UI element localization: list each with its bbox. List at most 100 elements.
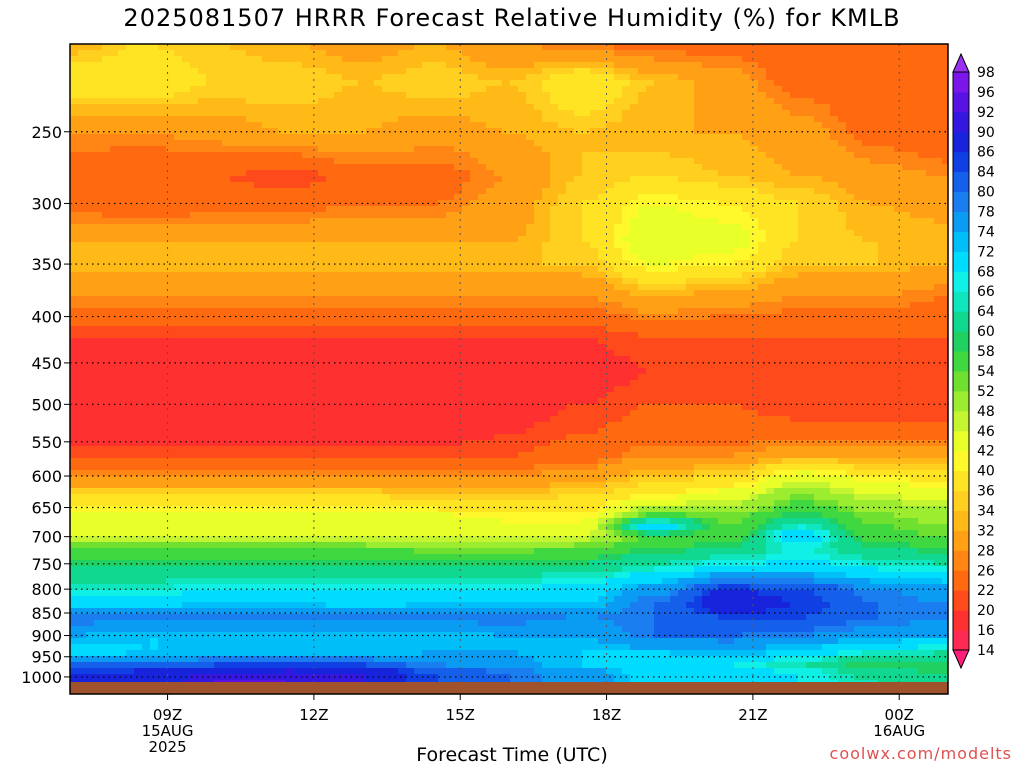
humidity-cell <box>414 572 423 579</box>
humidity-cell <box>190 98 199 105</box>
humidity-cell <box>150 344 159 351</box>
humidity-cell <box>262 218 271 225</box>
humidity-cell <box>406 644 415 651</box>
humidity-cell <box>254 344 263 351</box>
humidity-cell <box>110 122 119 129</box>
humidity-cell <box>142 116 151 123</box>
humidity-cell <box>102 488 111 495</box>
humidity-cell <box>294 494 303 501</box>
humidity-cell <box>270 398 279 405</box>
humidity-cell <box>438 314 447 321</box>
humidity-cell <box>358 518 367 525</box>
humidity-cell <box>86 278 95 285</box>
humidity-cell <box>238 140 247 147</box>
humidity-cell <box>110 458 119 465</box>
humidity-cell <box>102 398 111 405</box>
humidity-cell <box>150 200 159 207</box>
humidity-cell <box>182 434 191 441</box>
humidity-cell <box>438 464 447 471</box>
humidity-cell <box>126 626 135 633</box>
humidity-cell <box>222 248 231 255</box>
humidity-cell <box>190 440 199 447</box>
humidity-cell <box>222 620 231 627</box>
humidity-cell <box>118 596 127 603</box>
humidity-cell <box>302 374 311 381</box>
humidity-cell <box>246 230 255 237</box>
humidity-cell <box>126 662 135 669</box>
humidity-cell <box>334 164 343 171</box>
humidity-cell <box>374 338 383 345</box>
humidity-cell <box>86 488 95 495</box>
humidity-cell <box>406 578 415 585</box>
humidity-cell <box>150 500 159 507</box>
humidity-cell <box>406 392 415 399</box>
humidity-cell <box>414 626 423 633</box>
humidity-cell <box>134 416 143 423</box>
humidity-cell <box>158 98 167 105</box>
humidity-cell <box>334 560 343 567</box>
humidity-cell <box>230 416 239 423</box>
humidity-cell <box>318 554 327 561</box>
humidity-cell <box>198 182 207 189</box>
humidity-cell <box>230 50 239 57</box>
humidity-cell <box>262 242 271 249</box>
humidity-cell <box>438 320 447 327</box>
humidity-cell <box>166 368 175 375</box>
humidity-cell <box>198 500 207 507</box>
humidity-cell <box>414 68 423 75</box>
humidity-cell <box>382 218 391 225</box>
humidity-cell <box>182 278 191 285</box>
humidity-cell <box>102 596 111 603</box>
humidity-cell <box>398 392 407 399</box>
humidity-cell <box>326 176 335 183</box>
humidity-cell <box>334 452 343 459</box>
humidity-cell <box>110 614 119 621</box>
humidity-cell <box>150 380 159 387</box>
humidity-cell <box>422 680 431 683</box>
humidity-cell <box>86 128 95 135</box>
humidity-cell <box>398 314 407 321</box>
humidity-cell <box>142 446 151 453</box>
humidity-cell <box>142 398 151 405</box>
humidity-cell <box>174 470 183 477</box>
humidity-cell <box>422 320 431 327</box>
humidity-cell <box>262 224 271 231</box>
humidity-cell <box>246 194 255 201</box>
humidity-cell <box>238 62 247 69</box>
humidity-cell <box>238 158 247 165</box>
humidity-cell <box>302 416 311 423</box>
humidity-cell <box>94 68 103 75</box>
humidity-cell <box>70 278 79 285</box>
humidity-cell <box>390 650 399 657</box>
humidity-cell <box>294 44 303 51</box>
humidity-cell <box>422 272 431 279</box>
humidity-cell <box>102 332 111 339</box>
humidity-cell <box>190 206 199 213</box>
humidity-cell <box>350 74 359 81</box>
humidity-cell <box>214 512 223 519</box>
humidity-cell <box>166 296 175 303</box>
humidity-cell <box>318 512 327 519</box>
humidity-cell <box>382 266 391 273</box>
humidity-cell <box>94 320 103 327</box>
humidity-cell <box>294 80 303 87</box>
humidity-cell <box>126 296 135 303</box>
humidity-cell <box>422 326 431 333</box>
humidity-cell <box>158 104 167 111</box>
humidity-cell <box>238 152 247 159</box>
humidity-cell <box>102 278 111 285</box>
humidity-cell <box>86 326 95 333</box>
humidity-cell <box>406 140 415 147</box>
humidity-cell <box>326 632 335 639</box>
humidity-cell <box>246 50 255 57</box>
humidity-cell <box>350 638 359 645</box>
humidity-cell <box>86 110 95 117</box>
humidity-cell <box>342 74 351 81</box>
humidity-cell <box>334 326 343 333</box>
humidity-cell <box>86 140 95 147</box>
humidity-cell <box>398 626 407 633</box>
humidity-cell <box>198 206 207 213</box>
humidity-cell <box>182 530 191 537</box>
humidity-cell <box>150 668 159 675</box>
humidity-cell <box>222 236 231 243</box>
